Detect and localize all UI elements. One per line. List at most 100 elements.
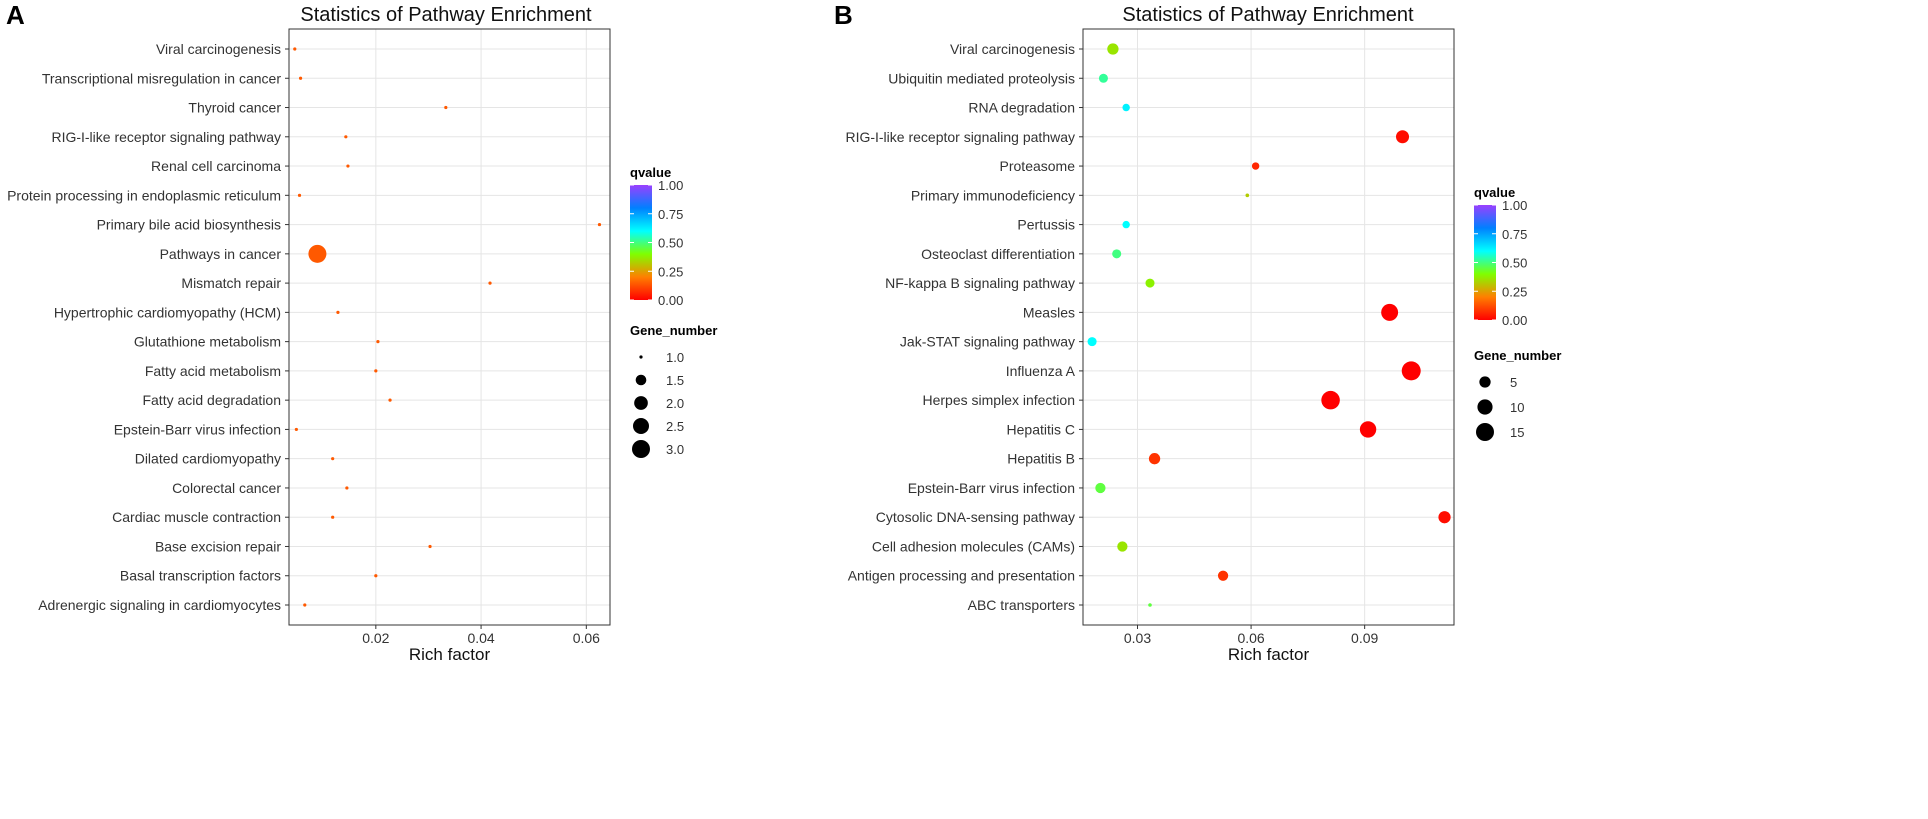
data-point [336,310,340,314]
y-tick-label: Mismatch repair [181,275,281,291]
data-point [346,164,350,168]
x-tick-label: 0.06 [573,630,600,646]
y-tick-label: RIG-I-like receptor signaling pathway [51,129,281,145]
plot-area [289,29,610,625]
colorbar-label: 0.25 [1502,284,1527,299]
x-tick-label: 0.06 [1237,630,1264,646]
size-legend-dot [639,355,643,359]
data-point [294,427,298,432]
gene-number-legend-title: Gene_number [1474,348,1561,363]
data-point [1107,43,1119,55]
y-tick-label: Influenza A [1006,363,1076,379]
colorbar-label: 1.00 [658,178,683,193]
colorbar-label: 1.00 [1502,198,1527,213]
panel-letter: A [6,0,25,30]
y-tick-label: Pathways in cancer [160,246,282,262]
y-tick-label: Epstein-Barr virus infection [114,421,281,437]
data-point [331,515,335,519]
y-tick-label: Primary immunodeficiency [911,187,1075,203]
y-tick-label: RIG-I-like receptor signaling pathway [845,129,1075,145]
y-tick-label: Measles [1023,304,1075,320]
y-tick-label: Renal cell carcinoma [151,158,281,174]
data-point [374,574,378,578]
data-point [1148,453,1161,465]
colorbar-label: 0.75 [1502,227,1527,242]
panel-a: A Statistics of Pathway Enrichment Viral c… [6,0,717,664]
size-legend-dot [1479,376,1491,388]
plot-border [288,28,611,626]
y-tick-label: Pertussis [1017,217,1075,233]
data-point [1395,130,1410,144]
data-point [1438,511,1451,524]
chart-title: Statistics of Pathway Enrichment [300,4,592,26]
x-axis-label: Rich factor [409,645,491,664]
data-point [345,486,349,490]
x-tick-label: 0.04 [467,630,494,646]
y-tick-label: Primary bile acid biosynthesis [97,217,281,233]
gene-number-legend-title: Gene_number [630,323,717,338]
y-tick-label: NF-kappa B signaling pathway [885,275,1075,291]
chart-title: Statistics of Pathway Enrichment [1122,4,1414,26]
panel-b: B Statistics of Pathway Enrichment Viral c… [834,0,1561,664]
y-tick-label: Cell adhesion molecules (CAMs) [872,538,1075,554]
y-tick-label: Jak-STAT signaling pathway [900,334,1075,350]
qvalue-colorbar [1474,205,1496,320]
size-legend-label: 2.0 [666,396,684,411]
y-tick-label: Herpes simplex infection [922,392,1075,408]
size-legend-label: 5 [1510,375,1517,390]
x-tick-label: 0.02 [362,630,389,646]
data-point [1117,541,1128,552]
size-legend-dot [1477,399,1493,415]
data-point [1321,390,1340,410]
data-point [444,105,448,110]
data-point [303,603,307,607]
data-point [1245,193,1250,198]
size-legend-dot [634,396,648,410]
plot-border [1082,28,1455,626]
x-tick-label: 0.03 [1124,630,1151,646]
data-point [488,281,492,285]
y-tick-label: RNA degradation [968,100,1075,116]
data-point [597,222,602,227]
data-point [1145,278,1155,288]
y-tick-label: Base excision repair [155,538,281,554]
y-tick-label: Thyroid cancer [188,100,281,116]
size-legend-dot [635,374,647,386]
data-point [331,457,335,461]
y-tick-label: Hypertrophic cardiomyopathy (HCM) [54,304,281,320]
data-point [293,47,297,51]
data-point [1112,249,1122,259]
y-tick-label: Fatty acid degradation [142,392,281,408]
y-tick-label: Dilated cardiomyopathy [135,451,281,467]
colorbar-label: 0.00 [658,293,683,308]
y-tick-label: Viral carcinogenesis [156,41,281,57]
data-point [376,340,380,344]
y-tick-label: Fatty acid metabolism [145,363,281,379]
size-legend-dot [632,440,650,458]
data-point [1122,220,1130,229]
size-legend-label: 10 [1510,400,1524,415]
y-tick-label: Cytosolic DNA-sensing pathway [876,509,1075,525]
data-point [1098,73,1108,83]
data-point [298,76,303,80]
y-tick-label: Protein processing in endoplasmic reticu… [7,187,281,203]
y-tick-label: ABC transporters [968,597,1075,613]
qvalue-legend-title: qvalue [1474,185,1515,200]
y-tick-label: Cardiac muscle contraction [112,509,281,525]
y-tick-label: Colorectal cancer [172,480,281,496]
y-tick-label: Osteoclast differentiation [921,246,1075,262]
plot-area [1083,29,1454,625]
y-tick-label: Transcriptional misregulation in cancer [42,70,281,86]
data-point [1381,303,1399,321]
x-axis-label: Rich factor [1228,645,1310,664]
data-point [1359,421,1377,438]
data-point [297,193,302,197]
data-point [1122,103,1130,112]
y-tick-label: Glutathione metabolism [134,334,281,350]
size-legend-dot [632,417,650,435]
data-point [1217,570,1229,581]
data-point [1087,337,1097,347]
x-tick-label: 0.09 [1351,630,1378,646]
size-legend-label: 1.5 [666,373,684,388]
